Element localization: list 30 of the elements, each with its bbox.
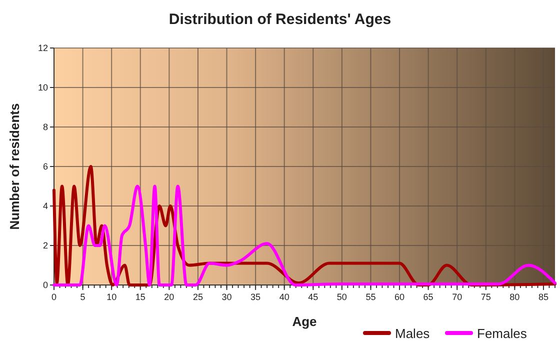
- x-tick-label: 55: [366, 292, 376, 302]
- x-tick-label: 65: [423, 292, 434, 302]
- y-axis-title: Number of residents: [7, 103, 22, 230]
- x-tick-label: 15: [135, 292, 146, 302]
- x-tick-label: 60: [394, 292, 405, 302]
- x-tick-label: 20: [164, 292, 174, 302]
- x-tick-label: 75: [480, 292, 491, 302]
- y-tick-label: 4: [42, 201, 48, 211]
- x-tick-label: 35: [250, 292, 261, 302]
- legend-label: Males: [395, 326, 430, 341]
- x-tick-label: 10: [106, 292, 117, 302]
- y-tick-label: 8: [42, 122, 48, 132]
- x-tick-label: 70: [452, 292, 462, 302]
- y-tick-label: 0: [42, 280, 48, 290]
- y-tick-label: 10: [38, 82, 48, 92]
- x-tick-label: 25: [192, 292, 203, 302]
- y-tick-label: 6: [42, 162, 48, 172]
- x-tick-label: 45: [308, 292, 318, 302]
- x-tick-label: 50: [336, 292, 347, 302]
- x-tick-label: 85: [538, 292, 548, 302]
- x-tick-label: 80: [510, 292, 520, 302]
- y-tick-label: 12: [38, 43, 48, 53]
- x-tick-label: 5: [80, 292, 86, 302]
- x-tick-label: 0: [51, 292, 57, 302]
- x-tick-label: 40: [279, 292, 290, 302]
- x-axis-title: Age: [292, 314, 317, 329]
- legend-label: Females: [477, 326, 528, 341]
- x-tick-label: 30: [222, 292, 232, 302]
- chart-title: Distribution of Residents' Ages: [168, 11, 392, 28]
- y-tick-label: 2: [42, 240, 48, 250]
